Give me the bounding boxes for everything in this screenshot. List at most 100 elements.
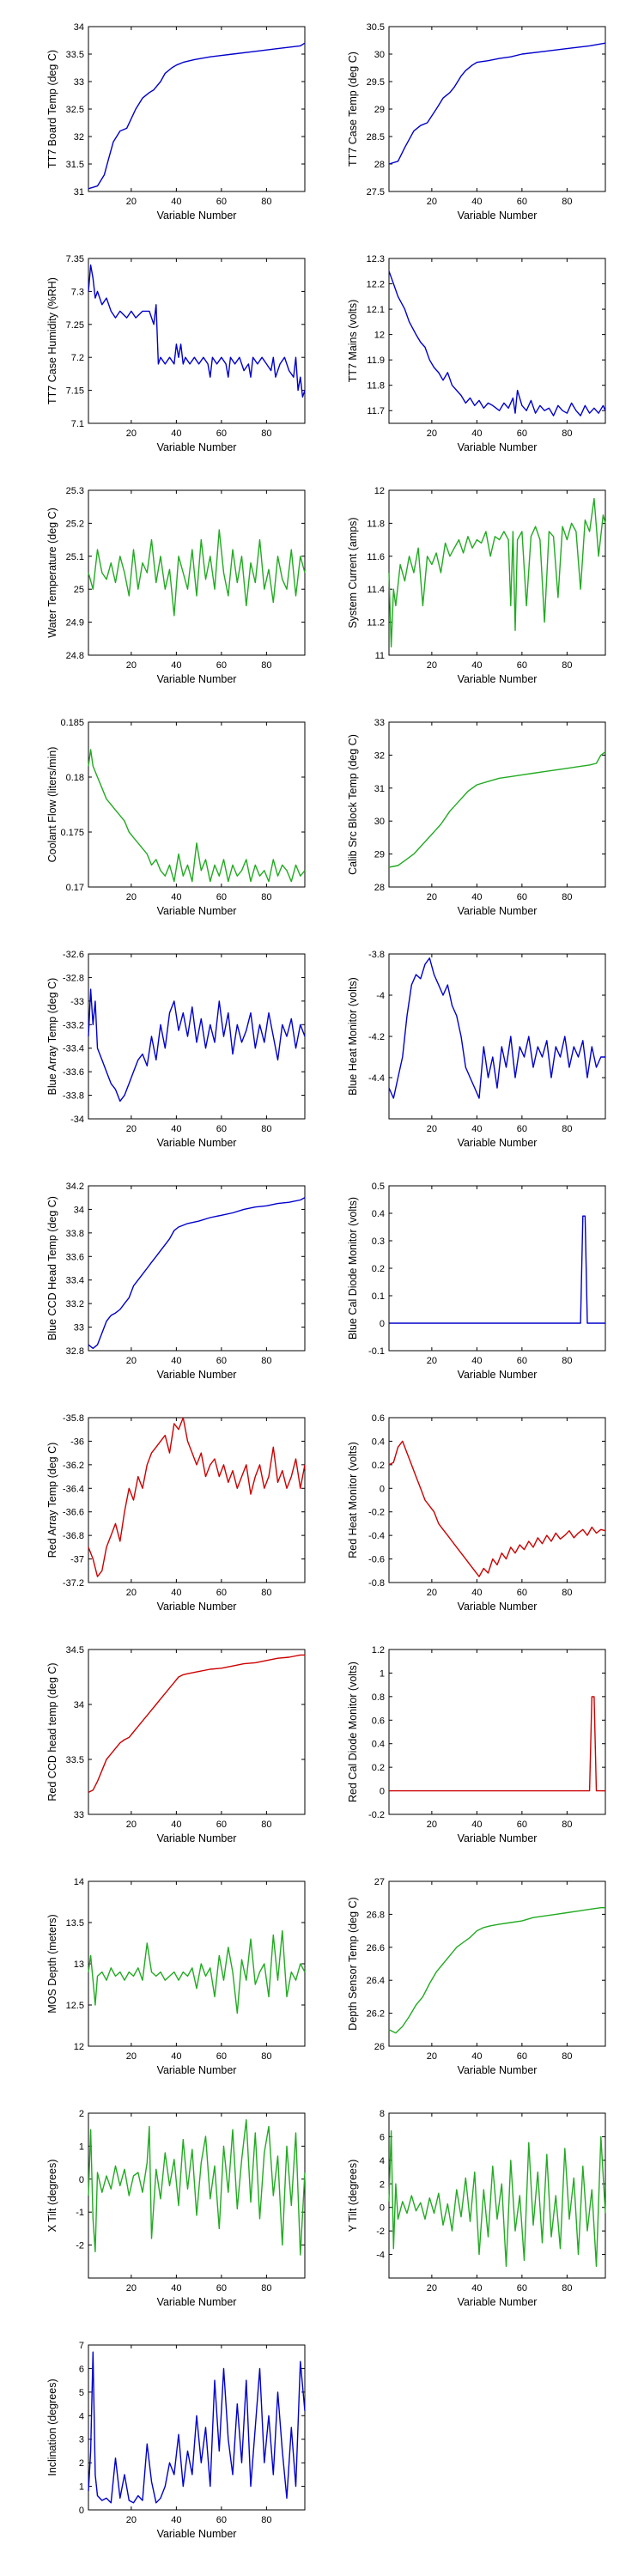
y-tick-label: -3.8 — [368, 950, 385, 960]
series-line — [388, 1906, 605, 2034]
x-tick-label: 60 — [216, 1124, 227, 1134]
y-tick-label: 31 — [74, 187, 84, 197]
y-axis-label: Blue CCD Head Temp (deg C) — [46, 1196, 58, 1340]
x-tick-label: 80 — [261, 2283, 271, 2293]
y-tick-label: 0.6 — [372, 1413, 385, 1424]
y-tick-label: 7.1 — [71, 419, 84, 429]
x-tick-label: 40 — [171, 1820, 181, 1830]
y-axis-label: Blue Array Temp (deg C) — [46, 978, 58, 1096]
axes-frame — [88, 1417, 306, 1583]
y-tick-label: 0.8 — [372, 1692, 385, 1703]
x-tick-label: 40 — [471, 1588, 482, 1598]
y-tick-label: 7.15 — [66, 386, 84, 397]
y-tick-label: 31.5 — [66, 160, 84, 170]
x-tick-label: 20 — [427, 1820, 437, 1830]
x-tick-label: 80 — [261, 2051, 271, 2062]
y-tick-label: -33.8 — [63, 1091, 84, 1102]
axes-frame — [388, 721, 606, 888]
x-tick-label: 40 — [171, 660, 181, 671]
x-tick-label: 20 — [427, 660, 437, 671]
subplot-3: 20 40 60 80 7.1 7.15 7.2 7.25 7.3 7.35 Variable Nu… — [46, 254, 306, 453]
x-tick-label: 80 — [562, 1820, 572, 1830]
y-tick-label: 0.2 — [372, 1763, 385, 1773]
y-tick-label: 12.5 — [66, 2001, 84, 2011]
axes-frame — [388, 258, 606, 424]
x-tick-label: 60 — [216, 660, 227, 671]
y-tick-label: 1.2 — [372, 1645, 385, 1656]
series-line — [388, 751, 606, 868]
subplot-5: 20 40 60 80 24.8 24.9 25 25.1 25.2 25.3 Variable N… — [46, 486, 306, 685]
axes-frame — [88, 2112, 306, 2279]
y-tick-label: 0.2 — [372, 1461, 385, 1471]
y-tick-label: 33 — [74, 1810, 84, 1820]
y-tick-label: 32 — [74, 132, 84, 143]
y-tick-label: 33 — [74, 77, 84, 88]
x-tick-label: 20 — [126, 1588, 137, 1598]
series-line — [389, 1696, 605, 1792]
x-axis-label: Variable Number — [458, 210, 538, 222]
x-tick-label: 20 — [126, 892, 137, 902]
y-tick-label: 26.2 — [367, 2009, 385, 2020]
x-tick-label: 40 — [171, 428, 181, 439]
subplot-14: 20 40 60 80 -0.8 -0.6 -0.4 -0.2 0 0.2 0.4 0.6 Variab… — [347, 1413, 606, 1613]
x-tick-label: 20 — [427, 1588, 437, 1598]
x-tick-label: 60 — [517, 197, 527, 207]
x-tick-label: 40 — [471, 1356, 482, 1366]
y-tick-label: 2 — [380, 2179, 385, 2190]
x-tick-label: 40 — [471, 197, 482, 207]
y-tick-label: 0.4 — [372, 1740, 385, 1750]
y-tick-label: 4 — [79, 2411, 84, 2421]
x-tick-label: 20 — [427, 2283, 437, 2293]
y-tick-label: 0.6 — [372, 1716, 385, 1726]
x-axis-label: Variable Number — [157, 2528, 237, 2540]
y-tick-label: 6 — [380, 2132, 385, 2142]
y-tick-label: 31 — [374, 784, 385, 794]
y-tick-label: 7 — [79, 2341, 84, 2351]
subplot-18: 20 40 60 80 26 26.2 26.4 26.6 26.8 27 Variable Num… — [347, 1877, 606, 2076]
x-tick-label: 20 — [427, 2051, 437, 2062]
series-line — [88, 749, 306, 883]
series-line — [388, 1440, 606, 1577]
series-line — [388, 42, 606, 165]
series-line — [88, 988, 306, 1103]
series-line — [388, 270, 606, 416]
y-tick-label: 11.8 — [367, 519, 385, 529]
y-tick-label: 11.4 — [367, 585, 385, 595]
axes-frame — [388, 2112, 606, 2279]
y-tick-label: 25.3 — [66, 486, 84, 496]
y-tick-label: 25.2 — [66, 519, 84, 529]
x-axis-label: Variable Number — [458, 2064, 538, 2076]
y-tick-label: 0.17 — [66, 883, 84, 893]
subplot-21: 20 40 60 80 0 1 2 3 4 5 6 7 Variable Number Inclinati… — [46, 2341, 306, 2540]
x-tick-label: 80 — [261, 1124, 271, 1134]
x-tick-label: 40 — [171, 1588, 181, 1598]
y-axis-label: Red Cal Diode Monitor (volts) — [347, 1662, 359, 1802]
y-tick-label: 0.175 — [60, 828, 84, 838]
series-line — [388, 957, 605, 1099]
y-axis-label: Y Tilt (degrees) — [347, 2160, 359, 2233]
x-axis-label: Variable Number — [458, 1601, 538, 1613]
y-tick-label: 33 — [374, 718, 385, 728]
y-tick-label: 6 — [79, 2364, 84, 2374]
x-tick-label: 40 — [171, 2051, 181, 2062]
y-tick-label: -37.2 — [63, 1578, 84, 1589]
subplot-10: 20 40 60 80 -4.4 -4.2 -4 -3.8 Variable Number Blu… — [347, 950, 606, 1149]
y-axis-label: Red CCD head temp (deg C) — [46, 1662, 58, 1801]
y-tick-label: 26 — [374, 2042, 385, 2052]
y-tick-label: -2 — [376, 2227, 385, 2237]
x-tick-label: 60 — [517, 1124, 527, 1134]
x-tick-label: 20 — [427, 428, 437, 439]
y-tick-label: 13 — [74, 1959, 84, 1970]
x-tick-label: 80 — [562, 428, 572, 439]
x-tick-label: 60 — [216, 2515, 227, 2525]
subplot-15: 20 40 60 80 33 33.5 34 34.5 Variable Number Red C… — [46, 1645, 306, 1844]
y-tick-label: 12.2 — [367, 280, 385, 290]
x-axis-label: Variable Number — [458, 905, 538, 917]
y-axis-label: Coolant Flow (liters/min) — [46, 747, 58, 863]
axes-frame — [88, 26, 306, 192]
subplot-19: 20 40 60 80 -2 -1 0 1 2 Variable Number X Tilt (de… — [46, 2109, 306, 2308]
y-tick-label: 30.5 — [367, 22, 385, 33]
x-tick-label: 20 — [126, 197, 137, 207]
